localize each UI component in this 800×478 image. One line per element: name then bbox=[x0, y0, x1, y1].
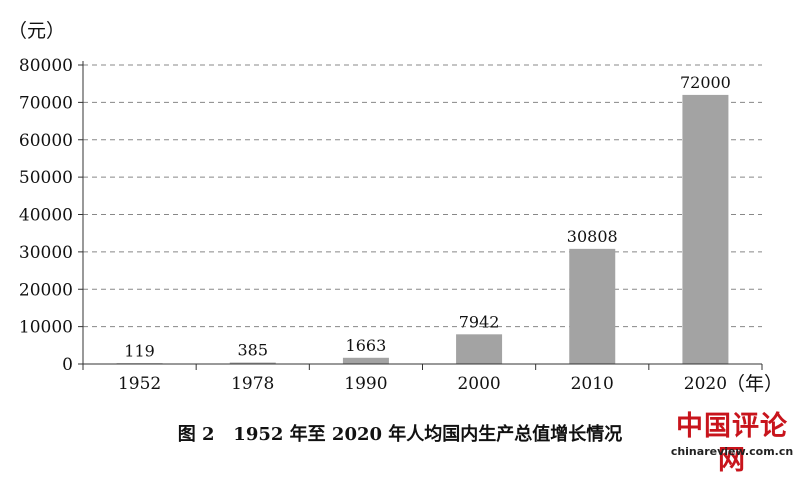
x-tick-label: 2020 bbox=[684, 374, 727, 394]
figure-title: 1952 年至 2020 年人均国内生产总值增长情况 bbox=[233, 424, 623, 445]
y-tick-label: 20000 bbox=[19, 280, 73, 300]
figure-caption: 图 2 1952 年至 2020 年人均国内生产总值增长情况 bbox=[0, 420, 800, 446]
y-tick-label: 0 bbox=[62, 355, 73, 375]
watermark-main-text: 中国评论网 bbox=[664, 410, 800, 478]
bar-chart: （元） （年） 0 10000 20000 30000 40000 50000 60000 7… bbox=[8, 20, 783, 395]
bar bbox=[229, 362, 276, 364]
data-label: 385 bbox=[237, 341, 268, 360]
y-tick-label: 30000 bbox=[19, 243, 73, 263]
axes bbox=[78, 61, 763, 370]
figure-number: 图 2 bbox=[177, 424, 215, 445]
y-tick-label: 10000 bbox=[19, 318, 73, 338]
y-tick-label: 60000 bbox=[19, 131, 73, 151]
x-tick-label: 1952 bbox=[118, 374, 161, 394]
data-label: 1663 bbox=[346, 336, 387, 355]
chart: （元） （年） 0 10000 20000 30000 40000 50000 60000 7… bbox=[8, 20, 783, 395]
gridlines bbox=[83, 64, 762, 328]
data-label: 30808 bbox=[567, 227, 618, 246]
x-tick-label: 2010 bbox=[571, 374, 614, 394]
bar bbox=[456, 334, 503, 364]
y-tick-label: 70000 bbox=[19, 93, 73, 113]
bar bbox=[569, 248, 616, 364]
y-unit-label: （元） bbox=[8, 20, 65, 42]
watermark-logo: 中国评论网 chinareview.com.cn bbox=[664, 410, 800, 478]
x-tick-label: 1990 bbox=[344, 374, 387, 394]
labels: 0 10000 20000 30000 40000 50000 60000 70000 8000… bbox=[19, 56, 731, 394]
data-label: 119 bbox=[124, 342, 155, 361]
data-label: 72000 bbox=[680, 73, 731, 92]
bars bbox=[116, 94, 729, 365]
watermark-url-text: chinareview.com.cn bbox=[670, 445, 794, 458]
y-tick-label: 80000 bbox=[19, 56, 73, 76]
x-tick-label: 2000 bbox=[457, 374, 500, 394]
x-tick-label: 1978 bbox=[231, 374, 274, 394]
bar bbox=[682, 94, 729, 365]
y-tick-label: 50000 bbox=[19, 168, 73, 188]
x-unit-label: （年） bbox=[726, 373, 783, 395]
bar bbox=[342, 357, 389, 364]
y-tick-label: 40000 bbox=[19, 206, 73, 226]
data-label: 7942 bbox=[459, 312, 500, 331]
